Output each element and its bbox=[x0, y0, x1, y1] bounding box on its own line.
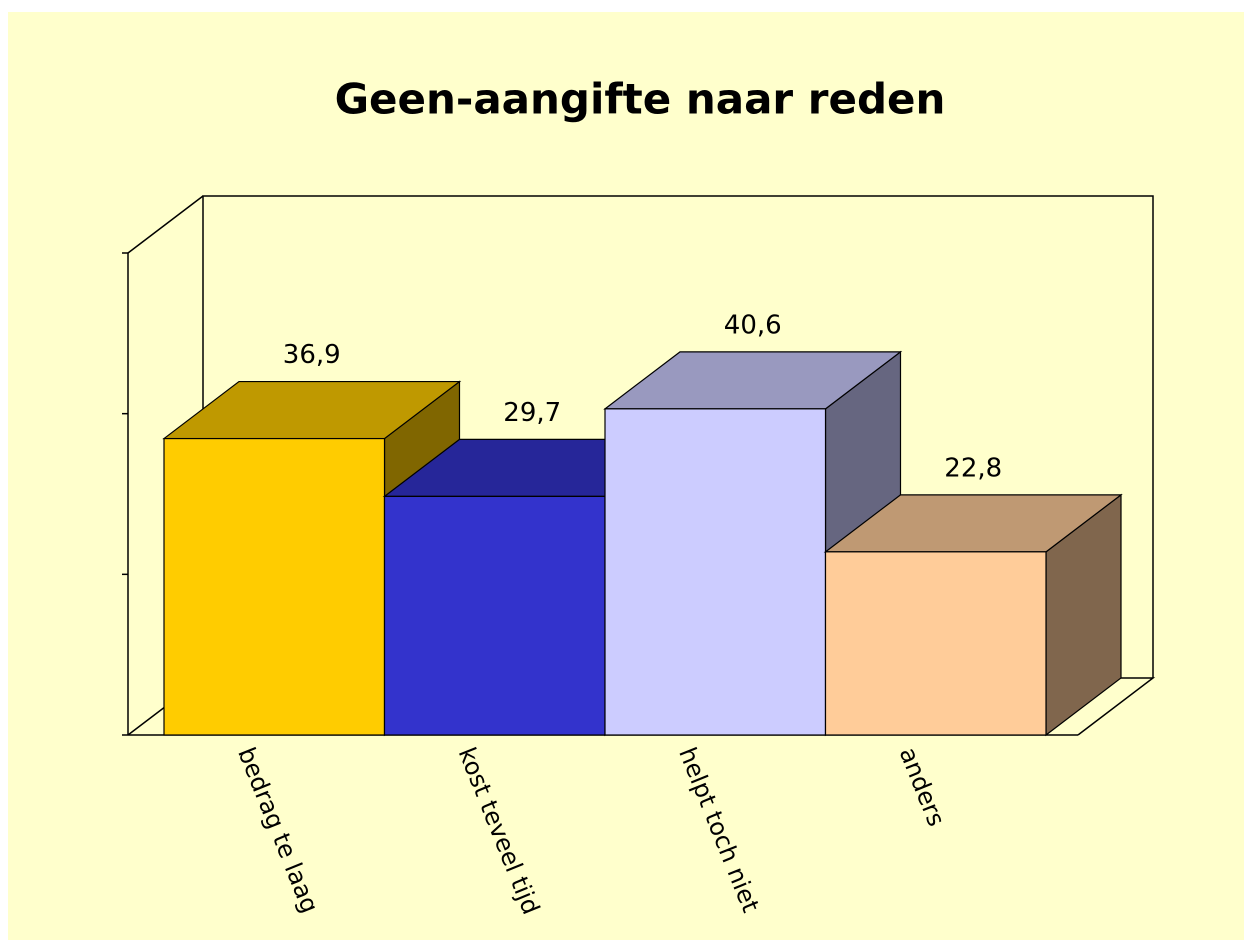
data-label: 40,6 bbox=[724, 310, 782, 340]
data-label: 36,9 bbox=[283, 340, 341, 370]
side-top-edge bbox=[127, 195, 204, 254]
bar-front bbox=[163, 437, 386, 736]
chart-title: Geen-aangifte naar reden bbox=[335, 75, 946, 124]
data-label: 29,7 bbox=[503, 398, 561, 428]
bar-front bbox=[824, 551, 1047, 736]
bar-front bbox=[604, 408, 827, 736]
bar-front bbox=[383, 495, 606, 736]
bar bbox=[823, 493, 1123, 737]
data-label: 22,8 bbox=[944, 453, 1002, 483]
